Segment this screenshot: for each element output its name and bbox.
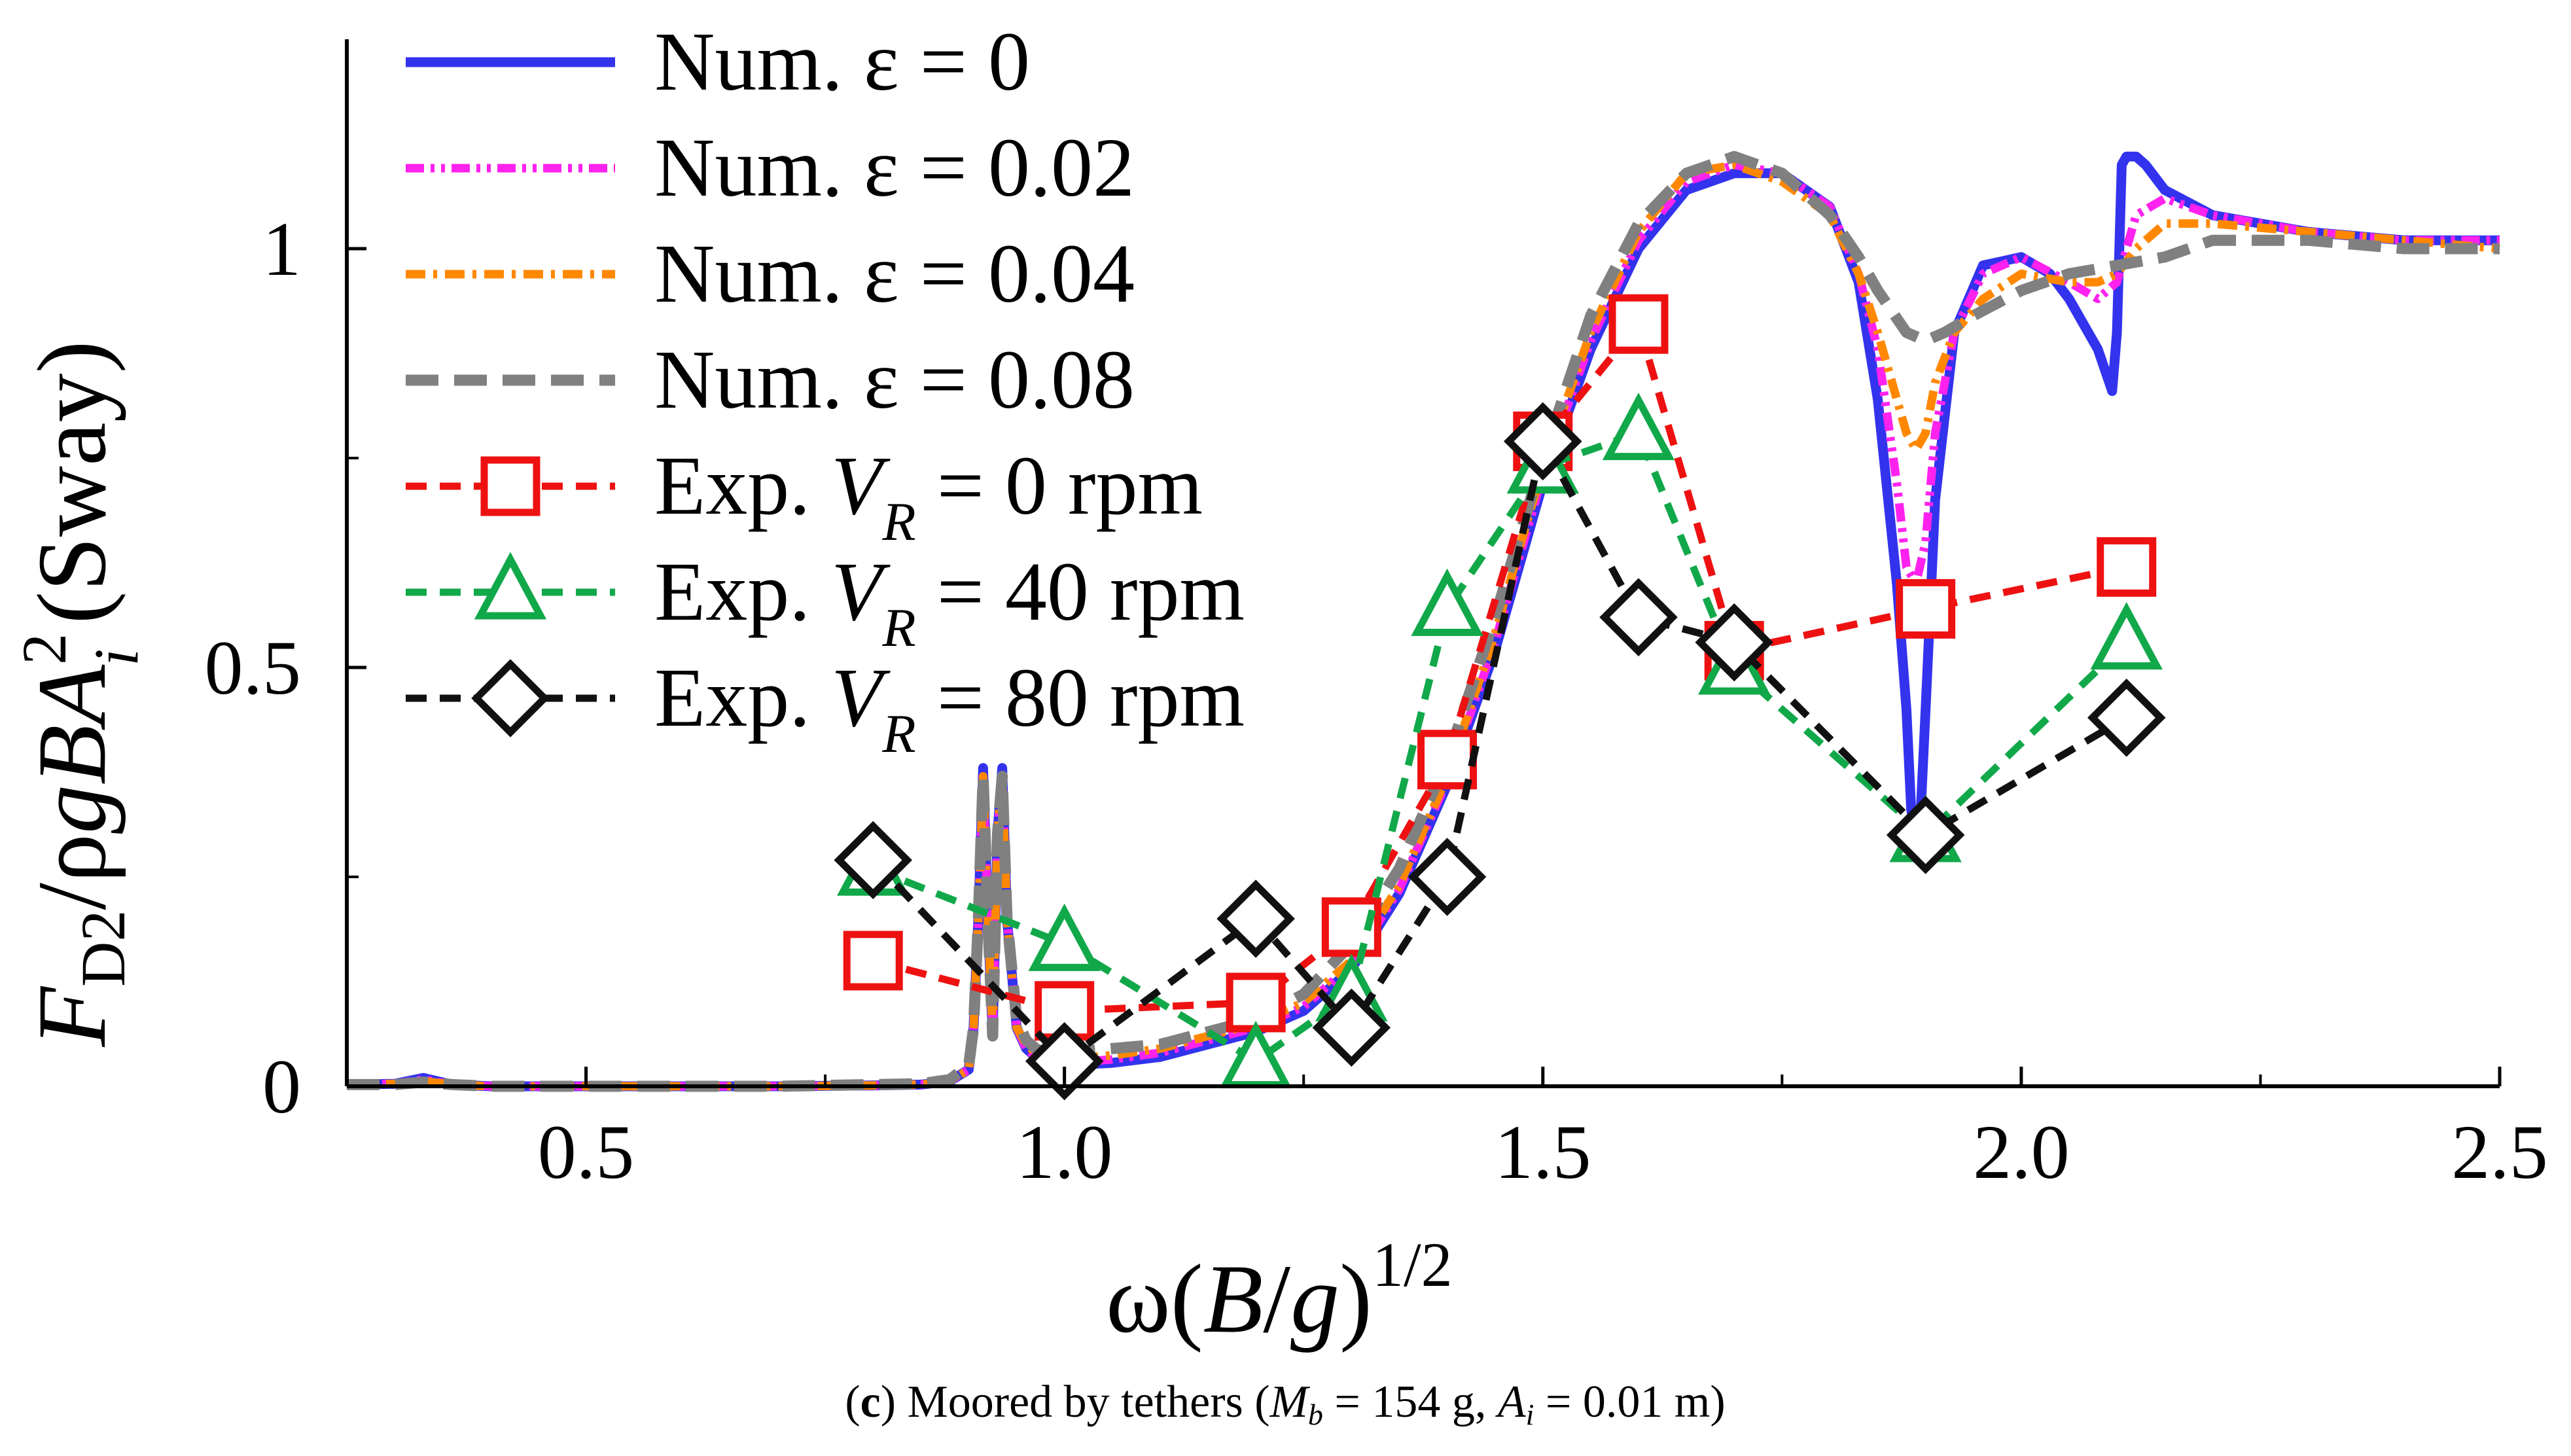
legend-label: Exp. VR = 80 rpm xyxy=(654,651,1245,764)
legend-item-num-0-04: Num. ε = 0.04 xyxy=(406,227,1135,320)
data-point-exp-vr-80-rpm xyxy=(834,821,913,900)
axes: 0.5 1.0 1.5 2.0 2.5 0 0.5 1 xyxy=(205,39,2548,1195)
x-tick-label: 0.5 xyxy=(538,1109,635,1195)
x-tick-label: 1.5 xyxy=(1495,1109,1591,1195)
legend-item-num-0: Num. ε = 0 xyxy=(406,15,1030,108)
data-point-exp-vr-80-rpm xyxy=(1216,879,1295,958)
data-point-exp-vr-80-rpm xyxy=(1695,603,1774,682)
data-point-exp-vr-0-rpm xyxy=(1896,578,1956,639)
legend-label: Num. ε = 0.02 xyxy=(654,121,1135,214)
data-point-exp-vr-80-rpm xyxy=(1025,1021,1104,1101)
data-point-exp-vr-0-rpm xyxy=(843,931,903,991)
legend-item-num-0-08: Num. ε = 0.08 xyxy=(406,333,1135,426)
legend: Num. ε = 0 Num. ε = 0.02 Num. ε = 0.04 Num.… xyxy=(406,15,1245,764)
data-point-exp-vr-80-rpm xyxy=(1886,796,1965,874)
legend-marker xyxy=(474,552,547,620)
x-tick-label: 2.5 xyxy=(2451,1109,2548,1195)
series-line-exp-vr-0-rpm xyxy=(872,320,2127,1015)
x-tick-label: 2.0 xyxy=(1973,1109,2070,1195)
series-line-exp-vr-40-rpm xyxy=(872,429,2129,1065)
legend-item-exp-vr-0-rpm: Exp. VR = 0 rpm xyxy=(406,439,1203,552)
series-layer xyxy=(346,151,2500,1101)
legend-label: Exp. VR = 40 rpm xyxy=(654,545,1245,658)
data-point-exp-vr-80-rpm xyxy=(1599,578,1678,656)
legend-label: Num. ε = 0 xyxy=(654,15,1030,108)
legend-marker xyxy=(471,659,550,737)
data-point-exp-vr-40-rpm xyxy=(1411,568,1483,636)
legend-label: Exp. VR = 0 rpm xyxy=(654,439,1203,552)
data-point-exp-vr-80-rpm xyxy=(1312,988,1391,1067)
legend-label: Num. ε = 0.04 xyxy=(654,227,1135,320)
data-point-exp-vr-40-rpm xyxy=(1602,392,1675,461)
data-point-exp-vr-80-rpm xyxy=(1408,838,1487,916)
legend-item-exp-vr-80-rpm: Exp. VR = 80 rpm xyxy=(406,651,1245,764)
series-line-exp-vr-80-rpm xyxy=(870,437,2129,1065)
data-point-exp-vr-0-rpm xyxy=(2097,537,2157,597)
x-tick-label: 1.0 xyxy=(1016,1109,1113,1195)
data-point-exp-vr-80-rpm xyxy=(1503,402,1582,481)
series-exp-vr-80-rpm xyxy=(834,402,2166,1101)
y-axis-title: FD2/ρgBA2i (Sway) xyxy=(9,340,151,1047)
y-tick-label: 0.5 xyxy=(205,625,302,711)
y-tick-label: 1 xyxy=(262,206,301,292)
legend-marker xyxy=(480,456,541,516)
series-line-num-0-08 xyxy=(347,151,2500,1092)
legend-item-exp-vr-40-rpm: Exp. VR = 40 rpm xyxy=(406,545,1245,658)
x-axis-title: ω(B/g)1/2 xyxy=(1106,1230,1453,1353)
data-point-exp-vr-40-rpm xyxy=(1028,903,1101,971)
data-point-exp-vr-80-rpm xyxy=(2087,679,2166,757)
series-num-0-08 xyxy=(347,151,2500,1092)
figure-caption: (c) Moored by tethers (Mb = 154 g, Ai = … xyxy=(845,1377,1725,1431)
data-point-exp-vr-40-rpm xyxy=(2090,601,2163,670)
legend-item-num-0-02: Num. ε = 0.02 xyxy=(406,121,1135,214)
y-tick-label: 0 xyxy=(262,1044,301,1129)
data-point-exp-vr-0-rpm xyxy=(1417,730,1478,790)
data-point-exp-vr-0-rpm xyxy=(1608,294,1669,354)
legend-label: Num. ε = 0.08 xyxy=(654,333,1135,426)
